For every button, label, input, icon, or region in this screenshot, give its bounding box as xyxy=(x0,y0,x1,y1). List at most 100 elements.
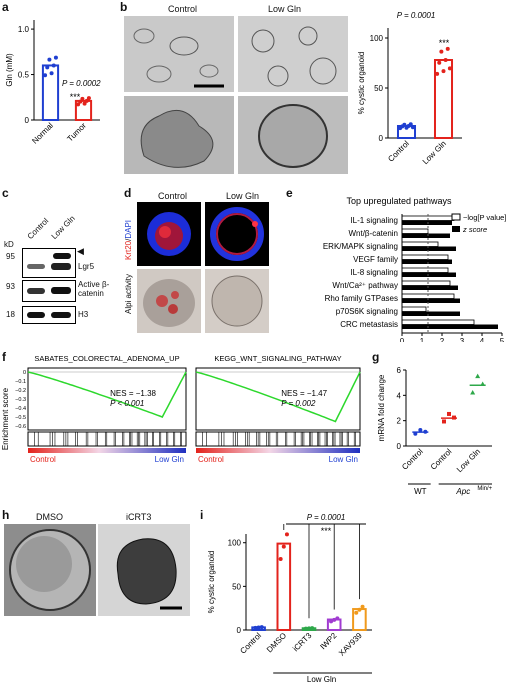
enrichment-curve xyxy=(195,371,361,423)
bar xyxy=(74,99,93,121)
c-lane-lowgln: Low Gln xyxy=(49,213,77,241)
data-point xyxy=(43,73,48,78)
d-lowgln-label: Low Gln xyxy=(226,191,260,201)
enrichment-curve xyxy=(27,371,187,418)
chart-b: 0 50 100 % cystic organoid Control Low Gln P =… xyxy=(357,11,462,166)
data-point xyxy=(45,65,50,70)
c-blot-h3 xyxy=(22,306,76,324)
panel-label-a: a xyxy=(2,0,9,14)
group-label: Low Gln xyxy=(307,675,336,684)
bar-zscore xyxy=(402,285,458,290)
data-point xyxy=(410,125,415,130)
data-point xyxy=(86,96,91,101)
panel-label-f: f xyxy=(2,350,6,364)
bar-logp xyxy=(401,306,427,312)
b-control-zoom xyxy=(124,96,234,174)
chart-title: Top upregulated pathways xyxy=(346,196,452,206)
legend-swatch-z xyxy=(452,226,460,232)
c-mw-18: 18 xyxy=(6,310,15,319)
y-tick-label: 0 xyxy=(397,442,402,451)
x-tick-label: 4 xyxy=(480,337,485,342)
data-point xyxy=(329,619,334,624)
data-point xyxy=(354,610,359,615)
data-point xyxy=(360,604,365,609)
d-stain-dapi: DAPI xyxy=(124,219,133,239)
chart-f2: KEGG_WNT_SIGNALING_PATHWAY NES = −1.47P =… xyxy=(195,354,361,464)
bar-logp xyxy=(401,280,451,286)
y-tick-label: 0 xyxy=(237,626,242,635)
chart-e: Top upregulated pathways IL-1 signaling Wn… xyxy=(323,196,507,342)
data-point xyxy=(51,63,56,68)
b-lowgln-micrograph xyxy=(238,16,348,92)
bar-zscore xyxy=(402,246,456,251)
y-tick-label: 0.5 xyxy=(18,71,30,80)
y-tick-label: 0 xyxy=(379,134,384,143)
x-tick-label: Tumor xyxy=(65,121,88,144)
rank-bar xyxy=(196,448,360,453)
x-tick-label: iCRT3 xyxy=(291,631,314,654)
c-arrow-icon: ◀ xyxy=(77,246,84,256)
chart-f1: SABATES_COLORECTAL_ADENOMA_UP Enrichment … xyxy=(1,354,187,464)
data-point xyxy=(443,58,448,62)
bar-zscore xyxy=(402,220,452,225)
bar-zscore xyxy=(402,298,460,303)
bar xyxy=(433,59,454,139)
y-tick-label: −0.4 xyxy=(15,406,26,412)
y-tick-label: 0 xyxy=(25,116,30,125)
data-point xyxy=(475,373,481,379)
data-point xyxy=(442,419,446,424)
y-tick-label: 6 xyxy=(397,366,402,375)
data-point xyxy=(281,544,286,549)
b-control-label: Control xyxy=(168,4,198,14)
bar-zscore xyxy=(402,311,460,316)
x-tick-label: 3 xyxy=(460,337,465,342)
c-kd-label: kD xyxy=(4,240,14,249)
y-tick-label: 0 xyxy=(23,370,26,376)
group-label-apc: Apc xyxy=(455,487,470,496)
x-tick-label: 1 xyxy=(420,337,425,342)
right-class-label: Low Gln xyxy=(155,455,184,464)
group-label-apc-sup: Min/+ xyxy=(477,486,492,492)
y-axis-label: mRNA fold change xyxy=(377,374,386,441)
data-point xyxy=(413,431,418,436)
data-point xyxy=(447,411,451,416)
pathway-label: Wnt/β-catenin xyxy=(348,229,398,238)
data-point xyxy=(80,96,85,101)
pathway-label: p70S6K signaling xyxy=(336,307,398,316)
x-tick-label: Normal xyxy=(30,121,55,146)
c-row-label-lgr5: Lgr5 xyxy=(78,262,95,271)
c-row-label-h3: H3 xyxy=(78,310,89,319)
y-tick-label: −0.2 xyxy=(15,388,26,394)
x-tick-label: DMSO xyxy=(265,631,288,654)
d-alpi-lowgln xyxy=(205,269,269,333)
significance-stars: *** xyxy=(70,92,81,102)
bar xyxy=(41,64,60,121)
panel-label-h: h xyxy=(2,508,10,522)
data-point xyxy=(418,427,423,432)
data-point xyxy=(437,60,442,65)
h-dmso-label: DMSO xyxy=(36,512,63,522)
group-label-wt: WT xyxy=(414,487,427,496)
x-tick-label: Control xyxy=(429,447,454,472)
data-point xyxy=(439,49,444,54)
b-lowgln-zoom xyxy=(238,96,348,174)
panel-label-c: c xyxy=(2,186,9,200)
data-point xyxy=(253,625,258,630)
right-class-label: Low Gln xyxy=(329,455,358,464)
chart-a: 0 0.5 1.0 Gln (mM) Normal Tumor P = 0.0002 *** xyxy=(5,20,101,146)
b-lowgln-label: Low Gln xyxy=(268,4,302,14)
d-fluor-control xyxy=(137,202,201,266)
d-alpi-control xyxy=(137,269,201,333)
y-tick-label: 50 xyxy=(232,582,241,591)
pathway-label: Rho family GTPases xyxy=(325,294,398,303)
bar-logp xyxy=(401,228,429,234)
x-tick-label: Low Gln xyxy=(455,447,482,474)
data-point xyxy=(452,415,456,420)
y-axis-label: Gln (mM) xyxy=(5,53,14,87)
bar xyxy=(276,542,292,631)
pathway-label: CRC metastasis xyxy=(340,320,398,329)
gsea-title: KEGG_WNT_SIGNALING_PATHWAY xyxy=(214,354,341,363)
data-point xyxy=(310,626,315,631)
c-row-label-catenin: Active β-catenin xyxy=(78,280,110,298)
data-point xyxy=(447,66,452,71)
